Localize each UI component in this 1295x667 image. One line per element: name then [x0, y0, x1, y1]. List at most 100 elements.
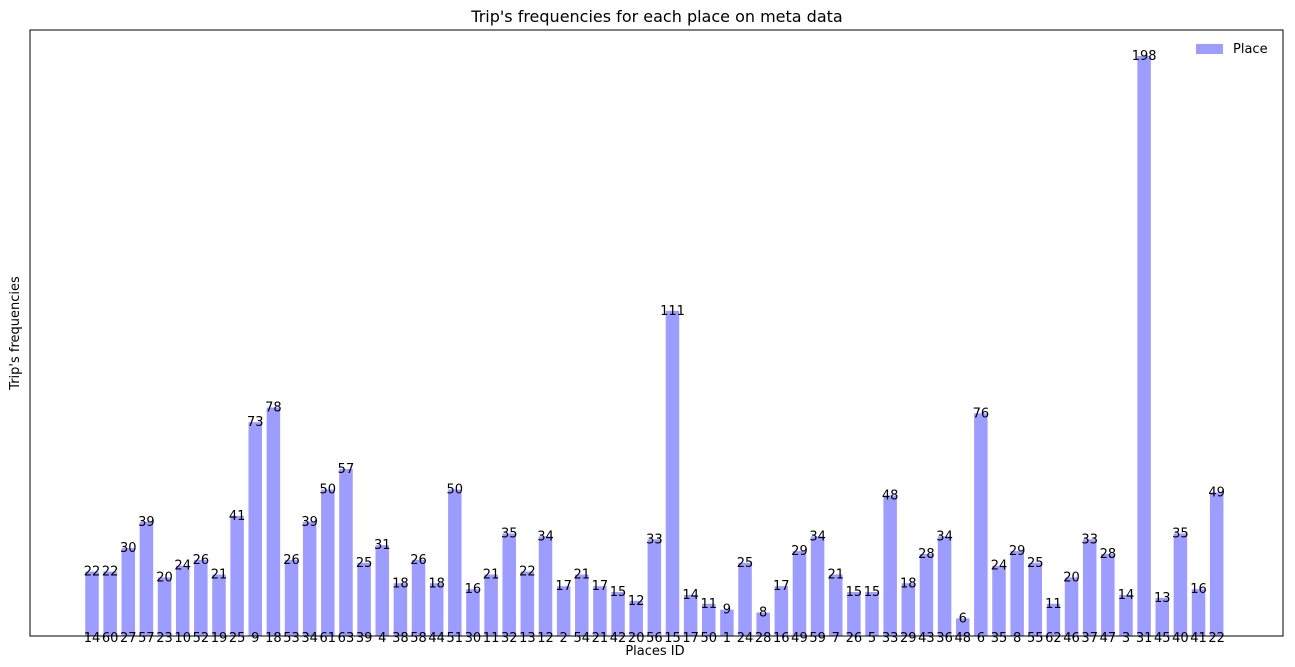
bar [1119, 594, 1133, 636]
bar [955, 618, 970, 636]
x-tick-label: 50 [700, 631, 717, 646]
bar-value-label: 49 [1208, 485, 1225, 500]
x-tick-label: 25 [229, 631, 246, 646]
x-tick-label: 13 [519, 631, 536, 646]
bar-value-label: 33 [1081, 532, 1098, 547]
bar-value-label: 76 [973, 406, 990, 421]
bar-value-label: 21 [211, 567, 228, 582]
bar-value-label: 24 [174, 559, 191, 574]
bar [575, 574, 589, 636]
bar [629, 600, 643, 636]
bar-value-label: 34 [936, 529, 953, 544]
bar [738, 562, 752, 636]
bar [248, 422, 263, 636]
bar-value-label: 22 [519, 565, 536, 580]
bar-value-label: 18 [392, 576, 409, 591]
bar-value-label: 16 [1190, 582, 1207, 597]
bar [1046, 603, 1061, 636]
bar [1010, 551, 1024, 636]
bar-value-label: 11 [1045, 597, 1062, 612]
x-tick-label: 40 [1172, 631, 1189, 646]
bar [756, 612, 770, 636]
bar [429, 583, 444, 636]
x-tick-label: 10 [174, 631, 191, 646]
bar [828, 574, 843, 636]
x-tick-label: 29 [900, 631, 917, 646]
x-tick-label: 31 [1136, 631, 1153, 646]
bar [647, 539, 662, 636]
bar-value-label: 28 [918, 547, 935, 562]
bar [665, 310, 680, 636]
bar-value-label: 22 [84, 565, 101, 580]
bar [556, 586, 571, 636]
x-tick-label: 61 [320, 631, 337, 646]
bar [847, 592, 861, 636]
x-tick-label: 7 [832, 631, 840, 646]
x-tick-label: 18 [265, 631, 282, 646]
x-tick-label: 20 [628, 631, 645, 646]
x-tick-label: 56 [646, 631, 663, 646]
x-tick-label: 4 [378, 631, 386, 646]
bar [448, 489, 462, 636]
x-tick-label: 60 [102, 631, 119, 646]
bar [466, 589, 480, 636]
bar [702, 603, 716, 636]
x-tick-label: 46 [1063, 631, 1080, 646]
bar-value-label: 9 [723, 603, 731, 618]
x-tick-label: 34 [301, 631, 318, 646]
bar-value-label: 39 [301, 515, 318, 530]
bar [992, 565, 1006, 636]
x-tick-label: 47 [1100, 631, 1117, 646]
bar [85, 571, 99, 636]
bar [593, 586, 607, 636]
x-tick-label: 44 [428, 631, 445, 646]
bar-value-label: 18 [900, 576, 917, 591]
bar [284, 559, 299, 636]
bar [1209, 492, 1224, 636]
bar-value-label: 26 [193, 553, 210, 568]
bar-value-label: 20 [156, 570, 173, 585]
bar [1173, 533, 1188, 636]
bar-value-label: 21 [574, 567, 591, 582]
x-tick-label: 42 [610, 631, 627, 646]
bar-value-label: 15 [864, 585, 881, 600]
x-tick-label: 37 [1081, 631, 1098, 646]
bar-value-label: 14 [682, 588, 699, 603]
x-tick-label: 62 [1045, 631, 1062, 646]
x-tick-label: 43 [918, 631, 935, 646]
bar-value-label: 16 [465, 582, 482, 597]
x-tick-label: 59 [809, 631, 826, 646]
bar-value-label: 35 [501, 526, 518, 541]
chart-title: Trip's frequencies for each place on met… [470, 7, 842, 26]
bar [1101, 553, 1115, 636]
bar-value-label: 25 [1027, 556, 1044, 571]
x-tick-label: 23 [156, 631, 173, 646]
bar-value-label: 24 [991, 559, 1008, 574]
x-tick-label: 39 [356, 631, 373, 646]
bar-value-label: 26 [410, 553, 427, 568]
bar-value-label: 8 [759, 606, 767, 621]
bar-value-label: 34 [809, 529, 826, 544]
bar [683, 594, 698, 636]
bar [792, 551, 807, 636]
bar-value-label: 57 [338, 462, 355, 477]
legend: Place [1196, 42, 1268, 57]
x-tick-label: 36 [936, 631, 953, 646]
x-tick-label: 33 [882, 631, 899, 646]
bar [175, 565, 190, 636]
x-tick-label: 53 [283, 631, 300, 646]
bar-value-label: 13 [1154, 591, 1171, 606]
x-tick-label: 48 [954, 631, 971, 646]
bar-value-label: 39 [138, 515, 155, 530]
x-tick-label: 1 [723, 631, 731, 646]
x-tick-label: 27 [120, 631, 137, 646]
x-tick-label: 14 [84, 631, 101, 646]
bar [375, 545, 389, 636]
x-tick-label: 57 [138, 631, 155, 646]
bar [538, 536, 553, 636]
bar [230, 515, 244, 636]
x-tick-label: 63 [338, 631, 355, 646]
bar-value-label: 29 [791, 544, 808, 559]
bar [810, 536, 825, 636]
bar [865, 592, 879, 636]
